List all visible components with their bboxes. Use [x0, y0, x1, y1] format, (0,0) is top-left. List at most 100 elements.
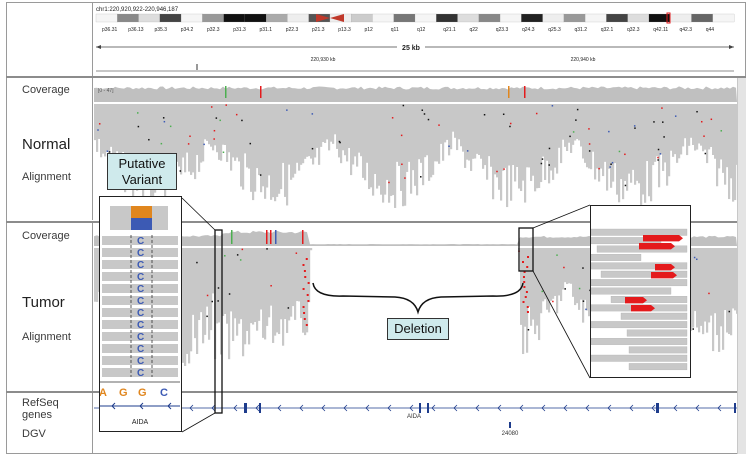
chromosome-ideogram[interactable] — [95, 12, 735, 24]
read-pileup — [736, 248, 737, 314]
gene-exon[interactable] — [734, 403, 736, 413]
read-pileup — [570, 248, 573, 284]
connector-line — [181, 412, 216, 433]
gene-exon[interactable] — [259, 403, 261, 413]
read-mismatch — [548, 147, 551, 150]
read-pileup — [272, 248, 275, 343]
read-pileup — [140, 104, 143, 178]
read-mismatch — [556, 254, 558, 256]
read-pileup — [326, 104, 329, 140]
read-pileup — [192, 248, 195, 315]
read-pileup — [290, 104, 293, 180]
read-pileup — [220, 248, 223, 355]
inset-read — [102, 284, 178, 293]
inset-read — [102, 308, 178, 317]
gene-exon[interactable] — [427, 403, 429, 413]
read-mismatch — [210, 106, 213, 108]
read-mismatch — [420, 176, 422, 178]
inset-read — [102, 272, 178, 281]
read-mismatch — [304, 276, 307, 278]
read-pileup — [696, 248, 699, 328]
current-region-marker[interactable] — [666, 12, 671, 24]
read-pileup — [198, 248, 201, 321]
read-pileup — [732, 104, 735, 202]
read-mismatch — [563, 266, 565, 269]
read-pileup — [362, 104, 365, 178]
read-pileup — [230, 248, 233, 312]
connector-line — [181, 197, 216, 231]
read-pileup — [94, 248, 97, 302]
coverage-area — [94, 230, 737, 246]
inset-gene-label: AIDA — [132, 419, 149, 426]
read-pileup — [550, 248, 553, 301]
strand-chevron-icon — [607, 404, 612, 412]
read-pileup — [700, 104, 703, 146]
strand-chevron-icon — [409, 404, 414, 412]
read-pileup — [404, 104, 407, 206]
cytoband-label: p21.3 — [312, 27, 325, 33]
read-pileup — [458, 104, 461, 140]
read-mismatch — [525, 291, 528, 293]
read-pileup — [336, 104, 339, 149]
read-pileup — [338, 104, 341, 158]
read-pileup — [372, 104, 375, 196]
variant-base: C — [137, 308, 144, 319]
read-pileup — [578, 104, 581, 141]
read-pileup — [112, 104, 115, 161]
vertical-scrollbar[interactable] — [737, 78, 746, 454]
locus-label[interactable]: chr1:220,920,922-220,946,187 — [96, 7, 179, 13]
dgv-feature[interactable] — [509, 422, 511, 428]
read-pileup — [128, 104, 131, 166]
read-mismatch — [585, 308, 587, 311]
read-mismatch — [522, 301, 525, 303]
read-pileup — [358, 104, 361, 153]
read-pileup — [134, 104, 137, 169]
read-pileup — [492, 104, 495, 200]
read-pileup — [208, 248, 211, 340]
read-mismatch — [657, 156, 659, 159]
read-pileup — [560, 248, 563, 302]
strand-chevron-icon — [717, 404, 722, 412]
variant-base: C — [137, 236, 144, 247]
read-pileup — [394, 104, 397, 208]
normal-coverage-track[interactable]: [0 - 47] — [94, 80, 737, 102]
gene-exon[interactable] — [656, 403, 659, 413]
read-pileup — [554, 104, 557, 168]
inset-read — [590, 321, 688, 329]
cytoband-label: p31.1 — [260, 27, 273, 33]
read-pileup — [450, 104, 453, 150]
connector-line — [532, 270, 591, 379]
read-pileup — [306, 248, 309, 333]
read-pileup — [258, 248, 261, 321]
gene-exon[interactable] — [244, 403, 247, 413]
read-mismatch — [225, 104, 227, 106]
read-pileup — [354, 104, 357, 157]
read-pileup — [428, 104, 431, 181]
gene-exon[interactable] — [419, 403, 421, 413]
read-pileup — [478, 104, 481, 156]
read-mismatch — [611, 161, 614, 164]
read-pileup — [204, 104, 207, 140]
read-pileup — [390, 104, 393, 196]
read-pileup — [162, 104, 165, 175]
reference-base: A — [100, 387, 107, 399]
read-mismatch — [496, 170, 498, 173]
variant-base: C — [137, 272, 144, 283]
read-pileup — [234, 248, 237, 319]
read-pileup — [240, 104, 243, 187]
read-pileup — [710, 104, 713, 147]
read-pileup — [278, 104, 281, 194]
read-pileup — [216, 248, 219, 324]
normal-name-panel — [6, 78, 93, 220]
read-pileup — [228, 248, 231, 360]
read-pileup — [432, 104, 435, 175]
read-pileup — [180, 104, 183, 175]
normal-alignment-track[interactable] — [94, 104, 737, 220]
read-pileup — [366, 104, 369, 163]
tumor-coverage-track[interactable] — [94, 226, 737, 246]
read-pileup — [244, 248, 247, 345]
read-mismatch — [338, 140, 341, 143]
read-mismatch — [148, 138, 150, 141]
cytoband[interactable] — [712, 13, 735, 23]
breakpoint-highlight-box — [518, 227, 534, 272]
